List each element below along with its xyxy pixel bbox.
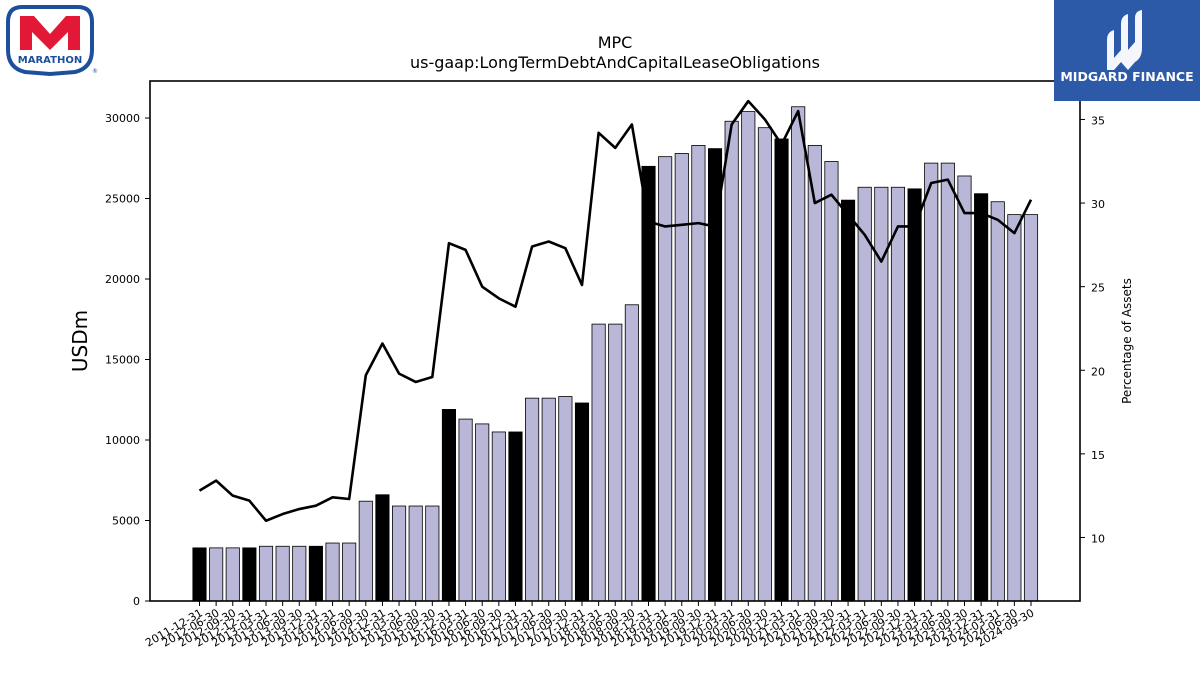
bar-2011-12-31 <box>192 547 207 602</box>
bar-2024-06-30 <box>1023 214 1039 602</box>
y-tick-label-0: 0 <box>133 595 140 608</box>
bar-2019-12-31 <box>724 120 739 602</box>
bar-2015-03-31 <box>408 505 423 602</box>
bar-2020-03-31 <box>741 111 756 602</box>
bars-layer <box>192 106 1039 602</box>
bar-2021-06-30 <box>824 161 839 602</box>
y2-tick-label-25: 25 <box>1091 282 1105 295</box>
bar-2021-12-31 <box>857 186 872 602</box>
bar-2023-12-31 <box>990 201 1005 602</box>
bar-2017-03-31 <box>541 397 556 602</box>
y2-tick-label-10: 10 <box>1091 532 1105 545</box>
bar-2018-09-30 <box>641 165 656 602</box>
y-tick-label-30000: 30000 <box>105 112 140 125</box>
bar-2014-09-30 <box>375 494 390 602</box>
y2-tick-label-35: 35 <box>1091 114 1105 127</box>
bar-2021-09-30 <box>841 199 856 602</box>
bar-2013-12-31 <box>325 542 340 602</box>
pct-assets-line <box>198 99 1033 523</box>
bar-2019-03-31 <box>674 153 689 602</box>
y-tick-label-5000: 5000 <box>112 515 140 528</box>
bar-2012-03-31 <box>209 547 224 602</box>
chart-subtitle: us-gaap:LongTermDebtAndCapitalLeaseOblig… <box>410 53 820 72</box>
y2-tick-label-30: 30 <box>1091 198 1105 211</box>
bar-2012-12-31 <box>258 545 274 602</box>
y2-axis-label: Percentage of Assets <box>1120 278 1134 404</box>
bar-2015-12-31 <box>458 418 473 602</box>
bar-2022-12-31 <box>924 162 939 602</box>
y2-tick-label-15: 15 <box>1091 449 1105 462</box>
bar-2019-06-30 <box>691 144 706 602</box>
marathon-logo: MARATHON ® <box>6 5 98 77</box>
midgard-logo-mark <box>1107 10 1142 70</box>
bar-2013-06-30 <box>292 545 307 602</box>
bar-2023-03-31 <box>940 162 955 602</box>
axes-layer: 0 5000 10000 15000 20000 25000 30000 10 15 20 25 30… <box>105 80 1105 650</box>
y-tick-label-10000: 10000 <box>105 434 140 447</box>
bar-2013-03-31 <box>275 545 290 602</box>
bar-2018-06-30 <box>624 304 639 602</box>
bar-2014-06-30 <box>358 500 373 602</box>
bar-2018-03-31 <box>608 323 623 602</box>
midgard-logo: MIDGARD FINANCE <box>1054 0 1200 101</box>
y-tick-label-25000: 25000 <box>105 193 140 206</box>
bar-2017-06-30 <box>558 396 573 602</box>
bar-2014-03-31 <box>342 542 357 602</box>
bar-2015-06-30 <box>425 505 440 602</box>
bar-2014-12-31 <box>392 505 407 602</box>
bar-2012-09-30 <box>242 547 257 602</box>
bar-2017-12-31 <box>591 323 606 602</box>
y2-tick-label-20: 20 <box>1091 365 1105 378</box>
bar-2016-03-31 <box>475 423 490 602</box>
y-tick-label-15000: 15000 <box>105 354 140 367</box>
bar-2016-09-30 <box>508 431 523 602</box>
bar-2018-12-31 <box>658 156 673 602</box>
bar-2021-03-31 <box>807 144 822 602</box>
bar-2013-09-30 <box>308 545 323 602</box>
bar-2020-09-30 <box>774 138 789 602</box>
marathon-logo-m <box>20 16 80 50</box>
bar-2020-06-30 <box>757 127 772 602</box>
bar-2023-09-30 <box>974 193 989 602</box>
y-tick-label-20000: 20000 <box>105 273 140 286</box>
bar-2015-09-30 <box>441 409 456 602</box>
bar-2019-09-30 <box>707 148 723 602</box>
y-axis-label: USDm <box>68 310 92 372</box>
bar-2016-06-30 <box>491 431 506 602</box>
bar-2020-12-31 <box>791 106 806 602</box>
bar-2024-03-31 <box>1007 214 1022 602</box>
registered-mark: ® <box>92 68 98 75</box>
bar-2012-06-30 <box>225 547 240 602</box>
midgard-logo-text: MIDGARD FINANCE <box>1060 69 1193 84</box>
chart-title: MPC <box>598 33 633 52</box>
bar-2022-09-30 <box>907 188 922 602</box>
bar-2023-06-30 <box>957 175 972 602</box>
line-layer <box>198 99 1033 523</box>
bar-2022-06-30 <box>890 186 906 602</box>
bar-2016-12-31 <box>525 397 540 602</box>
marathon-logo-text: MARATHON <box>18 55 82 66</box>
bar-2017-09-30 <box>574 402 590 602</box>
